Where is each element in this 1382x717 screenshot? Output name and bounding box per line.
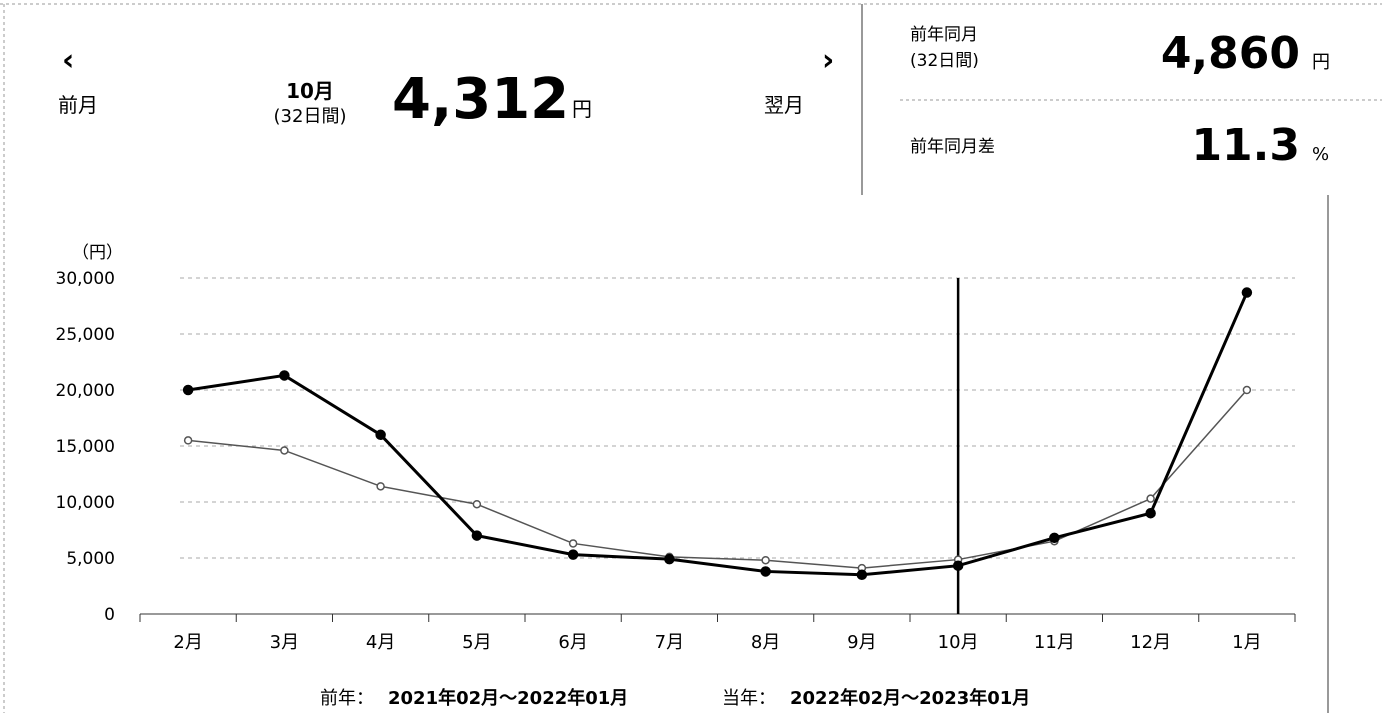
x-tick-label: 1月 (1232, 632, 1261, 653)
legend-period: 2022年02月～2023年01月 (790, 687, 1030, 709)
month: 10月 (286, 79, 334, 103)
next-label: 翌月 (764, 93, 804, 117)
point (375, 429, 386, 441)
next-button[interactable]: › 翌月 (764, 43, 834, 117)
x-tick-label: 5月 (462, 632, 491, 653)
y-tick-label: 0 (104, 605, 115, 625)
y-axis-label: （円） (72, 243, 123, 263)
x-tick-label: 10月 (938, 632, 979, 653)
prev-icon: ‹ (62, 43, 74, 78)
unit: 円 (572, 97, 592, 121)
point (568, 539, 578, 548)
x-tick-label: 6月 (558, 632, 587, 653)
y-tick-label: 15,000 (56, 437, 115, 457)
legend-period: 2021年02月～2022年01月 (388, 687, 628, 709)
prev-label: 前月 (58, 93, 98, 117)
x-tick-label: 8月 (751, 632, 780, 653)
point (1049, 532, 1060, 544)
diff-value: 11.3 (1191, 120, 1300, 171)
value: 4,312 (392, 67, 569, 132)
prev-button[interactable]: ‹ 前月 (58, 43, 98, 117)
point (1242, 385, 1252, 395)
next-icon: › (822, 43, 834, 78)
point (376, 482, 385, 491)
compare-label: 前年同月 (910, 25, 978, 45)
legend-name: 前年： (320, 688, 374, 709)
diff-unit: % (1312, 144, 1329, 165)
y-tick-label: 10,000 (56, 493, 115, 513)
x-tick-label: 4月 (366, 632, 395, 653)
diff-label: 前年同月差 (910, 137, 995, 157)
point (182, 384, 194, 396)
y-tick-label: 20,000 (56, 381, 115, 401)
x-tick-label: 11月 (1034, 632, 1075, 653)
point (761, 555, 770, 565)
point (952, 560, 964, 571)
point (760, 566, 771, 577)
series-line (188, 389, 1248, 569)
x-tick-label: 3月 (270, 632, 299, 653)
point (183, 436, 193, 445)
compare-unit: 円 (1312, 52, 1330, 73)
series-line (187, 291, 1249, 577)
compare-days: (32日間) (910, 51, 979, 71)
point (279, 370, 290, 381)
point (471, 530, 483, 541)
point (472, 499, 482, 509)
point (1145, 507, 1156, 519)
x-tick-label: 9月 (847, 632, 876, 653)
point (280, 446, 289, 455)
point (1146, 494, 1155, 503)
point (1241, 287, 1253, 298)
x-tick-label: 2月 (173, 632, 202, 653)
y-tick-label: 5,000 (66, 549, 115, 569)
days: (32日間) (274, 106, 347, 127)
legend-name: 当年： (722, 688, 776, 709)
y-tick-label: 30,000 (56, 269, 115, 289)
x-tick-label: 7月 (655, 632, 684, 653)
x-tick-label: 12月 (1130, 632, 1171, 653)
point (567, 549, 579, 560)
point (664, 553, 675, 565)
y-tick-label: 25,000 (56, 325, 115, 345)
point (856, 569, 868, 581)
compare-value: 4,860 (1161, 28, 1300, 79)
